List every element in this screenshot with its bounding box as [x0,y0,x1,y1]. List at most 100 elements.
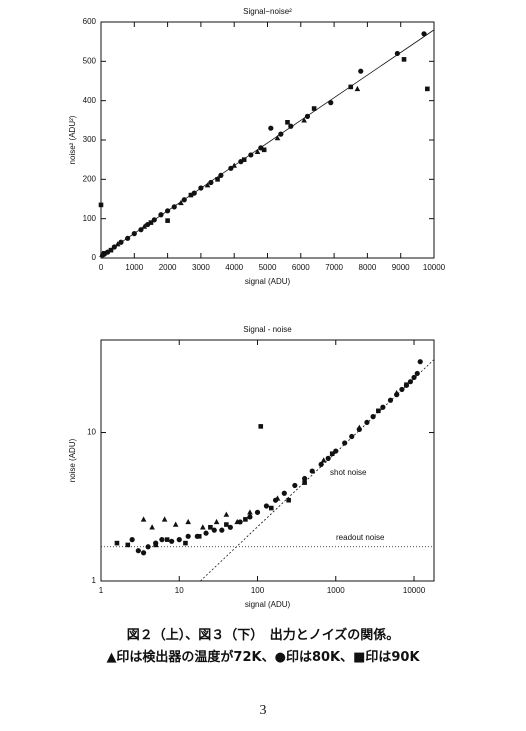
point [356,424,363,430]
y-tick-label: 10 [87,428,96,437]
fit-line [100,29,435,257]
point [393,389,400,396]
point [268,125,274,131]
point [288,123,294,129]
x-tick-label: 7000 [325,263,343,272]
point [114,241,121,247]
point [183,540,188,546]
point [99,251,105,258]
point [231,162,237,168]
y-tick-label: 500 [83,56,97,65]
x-axis-label: signal (ADU) [245,277,291,286]
point [302,475,308,482]
point [329,451,335,457]
x-tick-label: 1000 [327,586,345,595]
point [218,172,224,178]
point [348,84,354,90]
point [153,542,158,548]
point [131,231,137,237]
point [311,106,317,111]
point [159,537,165,543]
point [292,482,298,489]
point [145,544,151,550]
x-axis-label: signal (ADU) [245,600,291,609]
point [394,50,400,57]
point [274,495,281,501]
point [349,433,355,440]
point [254,509,261,515]
y-axis-label: noise² (ADU²) [68,115,77,164]
point [164,537,170,542]
point [227,524,233,530]
x-tick-label: 100 [251,586,265,595]
chart-title: Signal−noise² [243,7,292,16]
point [185,518,191,525]
point [198,185,204,191]
point [102,250,107,256]
point [196,534,202,539]
point [149,524,155,530]
point [411,374,417,381]
point [278,131,284,137]
point [213,518,220,525]
point [140,550,147,556]
point [98,202,104,208]
point [302,480,307,485]
point [399,386,405,393]
y-tick-label: 600 [83,17,97,26]
point [309,468,315,474]
y-tick-label: 200 [83,174,97,183]
point [108,247,114,253]
point [140,516,147,522]
point [129,537,135,543]
y-axis-label: noise (ADU) [68,438,77,482]
point [224,522,229,527]
point [325,455,331,461]
point [387,397,394,403]
fit-line [200,359,435,582]
point [243,517,248,522]
x-tick-label: 3000 [192,263,210,272]
point [261,147,267,153]
point [241,157,247,162]
point [247,509,253,515]
x-tick-label: 1000 [125,263,143,272]
point [274,135,281,141]
point [268,505,274,511]
point [125,542,131,548]
point [247,514,253,520]
point [223,511,230,517]
point [328,100,334,106]
point [215,177,220,182]
point [301,117,307,123]
point [114,540,120,546]
point [200,524,206,530]
y-tick-label: 1 [92,576,97,585]
x-tick-label: 10000 [423,263,446,272]
point [358,68,364,74]
point [320,457,327,463]
point [171,204,177,210]
chart-panel: Signal - noise signal (ADU) noise (ADU) 1 10… [68,325,435,609]
point [407,379,414,385]
point [118,239,124,245]
point [169,538,175,544]
point [248,152,254,158]
point [219,527,225,533]
point [258,424,264,429]
point [370,414,376,420]
point [176,537,182,543]
charts: Signal−noise² signal (ADU) noise² (ADU²) 0 1… [68,7,446,609]
point [158,212,164,218]
point [364,419,370,426]
x-tick-label: 1 [99,586,104,595]
point [141,223,148,229]
point [208,524,213,530]
x-tick-label: 10000 [403,586,426,595]
page-number: 3 [259,703,267,718]
point [165,208,171,214]
point [304,113,311,119]
point [286,497,291,503]
point [204,182,211,188]
